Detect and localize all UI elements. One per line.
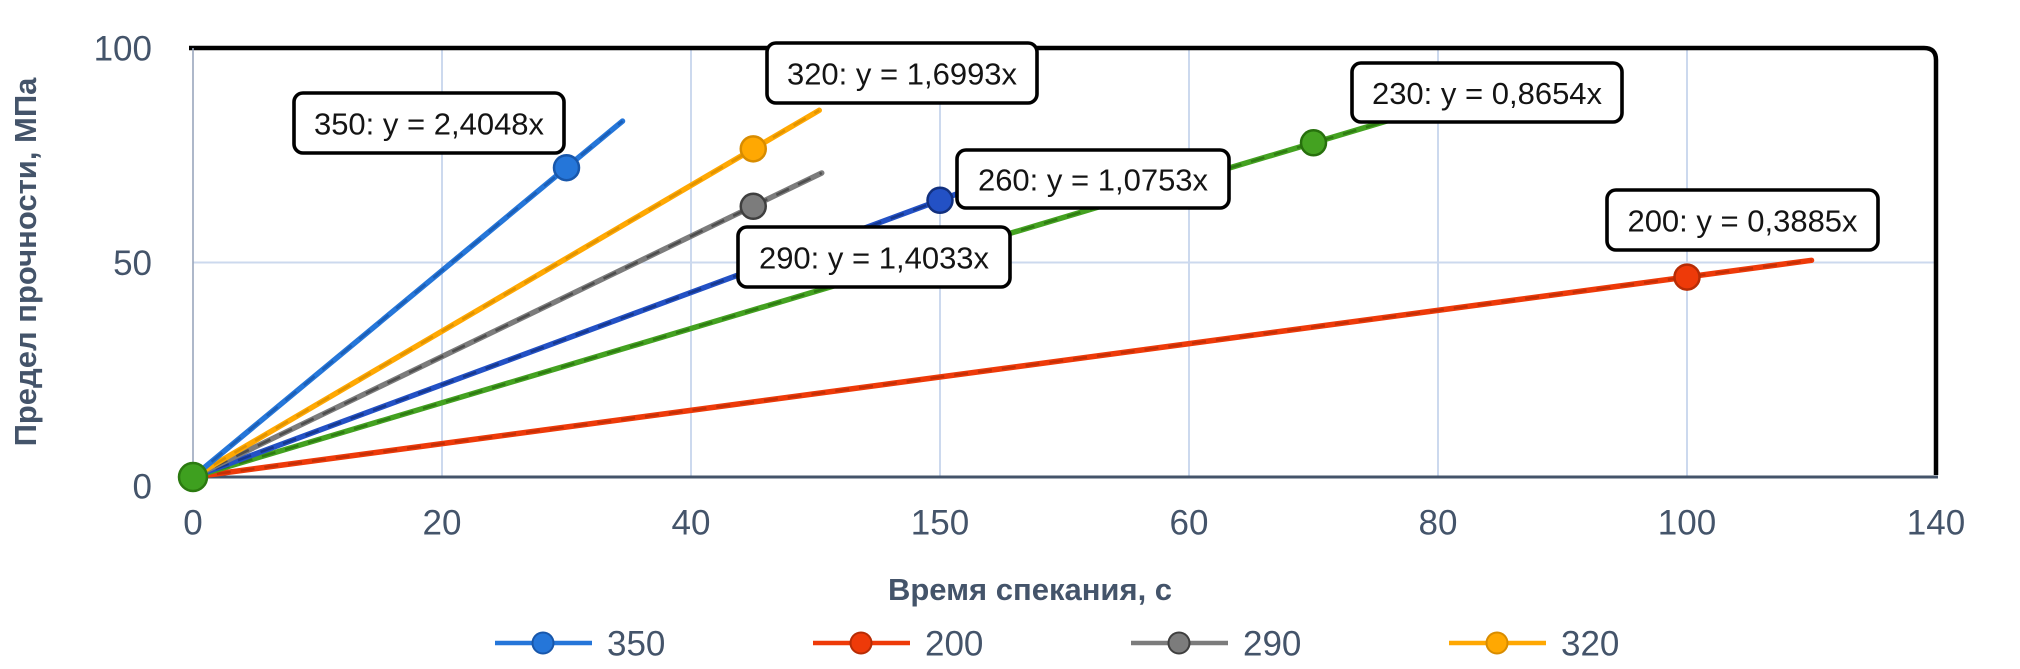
border-layer xyxy=(189,45,1939,479)
legend-item-320: 320 xyxy=(1449,625,1619,664)
callout-box-290 xyxy=(736,225,1012,289)
x-tick-label: 140 xyxy=(1907,504,1965,543)
origin-marker xyxy=(177,461,209,493)
callout-260: 260: y = 1,0753x xyxy=(955,148,1231,210)
callout-230: 230: y = 0,8654x xyxy=(1350,61,1624,124)
series-marker-290 xyxy=(739,192,767,221)
y-tick-label: 100 xyxy=(94,30,152,69)
x-tick-label: 150 xyxy=(911,504,969,543)
y-axis-title: Предел прочности, МПа xyxy=(8,77,43,447)
callout-box-230 xyxy=(1350,61,1624,124)
callout-text-200: 200: y = 0,3885x xyxy=(1627,204,1858,239)
callout-box-320 xyxy=(765,41,1039,105)
series-trendline-290 xyxy=(192,171,823,479)
series-marker-320 xyxy=(739,135,767,163)
legend-marker-icon xyxy=(1485,631,1509,655)
legend-item-290: 290 xyxy=(1131,625,1301,664)
legend-label: 320 xyxy=(1561,625,1619,664)
callout-text-230: 230: y = 0,8654x xyxy=(1372,76,1603,111)
y-tick-label: 0 xyxy=(133,468,152,507)
callout-box-350 xyxy=(292,91,566,155)
callout-layer: 350: y = 2,4048x 320: y = 1,6993x 290: y =… xyxy=(292,41,1880,289)
callout-350: 350: y = 2,4048x xyxy=(292,91,566,155)
x-tick-label: 80 xyxy=(1419,504,1458,543)
callout-290: 290: y = 1,4033x xyxy=(736,225,1012,289)
legend-layer: 350 200 290 320 xyxy=(495,625,1619,664)
callout-200: 200: y = 0,3885x xyxy=(1605,188,1880,252)
x-axis-title: Время спекания, с xyxy=(888,572,1172,607)
legend-label: 200 xyxy=(925,625,983,664)
callout-text-290: 290: y = 1,4033x xyxy=(759,241,990,276)
x-tick-label: 0 xyxy=(183,504,202,543)
y-tick-label: 50 xyxy=(113,244,152,283)
callout-text-320: 320: y = 1,6993x xyxy=(787,57,1018,92)
series-marker-350 xyxy=(552,153,581,182)
series-marker-200 xyxy=(1673,263,1701,291)
x-tick-label: 40 xyxy=(672,504,711,543)
legend-marker-icon xyxy=(531,631,555,655)
series-trendline-320 xyxy=(192,109,820,479)
legend-marker-icon xyxy=(1167,631,1191,655)
legend-item-350: 350 xyxy=(495,625,665,664)
callout-text-350: 350: y = 2,4048x xyxy=(314,107,545,142)
legend-label: 290 xyxy=(1243,625,1301,664)
callout-box-200 xyxy=(1605,188,1880,252)
x-tick-label: 20 xyxy=(423,504,462,543)
tick-layer: 0 20 40 150 60 80 100 140 0 50 100 xyxy=(94,30,1966,543)
series-trendline-350 xyxy=(192,120,624,479)
series-trendline-200 xyxy=(192,259,1812,479)
series-marker-230 xyxy=(1299,129,1328,157)
x-tick-label: 60 xyxy=(1170,504,1209,543)
legend-label: 350 xyxy=(607,625,665,664)
legend-marker-icon xyxy=(849,631,873,655)
callout-320: 320: y = 1,6993x xyxy=(765,41,1039,105)
plot-border-top-right xyxy=(189,45,1939,475)
callout-text-260: 260: y = 1,0753x xyxy=(978,163,1209,198)
callout-box-260 xyxy=(955,148,1231,210)
x-tick-label: 100 xyxy=(1658,504,1716,543)
legend-item-200: 200 xyxy=(813,625,983,664)
grid-layer xyxy=(193,48,1936,477)
series-marker-260 xyxy=(926,186,954,215)
